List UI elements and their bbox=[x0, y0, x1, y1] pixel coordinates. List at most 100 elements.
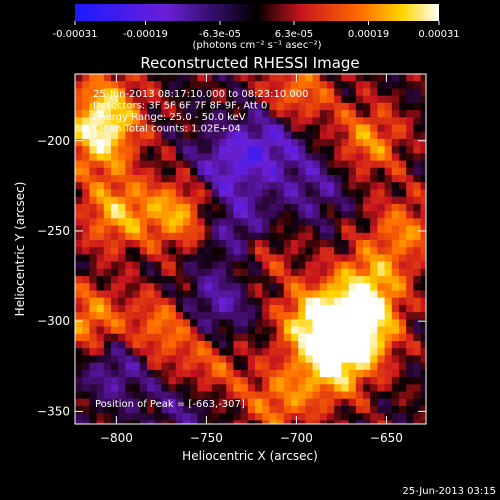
heatmap-cell bbox=[327, 413, 335, 421]
heatmap-cell bbox=[233, 254, 242, 263]
heatmap-cell bbox=[240, 319, 249, 328]
heatmap-cell bbox=[255, 341, 263, 349]
heatmap-cell bbox=[319, 138, 328, 147]
heatmap-cell bbox=[312, 218, 321, 227]
heatmap-cell bbox=[291, 254, 299, 263]
heatmap-cell bbox=[139, 413, 148, 421]
heatmap-cell bbox=[89, 131, 98, 140]
heatmap-cell bbox=[348, 110, 357, 118]
heatmap-cell bbox=[219, 304, 227, 313]
heatmap-cell bbox=[197, 247, 206, 256]
heatmap-cell bbox=[161, 391, 170, 400]
heatmap-cell bbox=[348, 232, 357, 241]
heatmap-cell bbox=[262, 254, 270, 263]
heatmap-cell bbox=[132, 110, 141, 118]
heatmap-cell bbox=[125, 138, 134, 147]
heatmap-cell bbox=[363, 398, 371, 407]
heatmap-cell bbox=[413, 124, 422, 133]
heatmap-cell bbox=[175, 88, 184, 97]
heatmap-cell bbox=[298, 232, 306, 241]
heatmap-cell bbox=[276, 261, 285, 270]
heatmap-cell bbox=[384, 218, 393, 227]
heatmap-cell bbox=[319, 333, 328, 342]
heatmap-cell bbox=[391, 117, 400, 126]
heatmap-cell bbox=[132, 297, 141, 306]
heatmap-cell bbox=[147, 124, 155, 133]
heatmap-cell bbox=[262, 124, 270, 133]
heatmap-cell bbox=[341, 355, 350, 364]
heatmap-cell bbox=[161, 117, 170, 126]
heatmap bbox=[75, 74, 426, 424]
heatmap-cell bbox=[168, 225, 177, 234]
heatmap-cell bbox=[89, 167, 98, 176]
heatmap-cell bbox=[269, 261, 278, 270]
heatmap-cell bbox=[384, 146, 393, 154]
heatmap-cell bbox=[319, 398, 328, 407]
heatmap-cell bbox=[226, 362, 234, 371]
heatmap-cell bbox=[406, 405, 414, 414]
heatmap-cell bbox=[247, 218, 256, 227]
heatmap-cell bbox=[298, 189, 306, 198]
heatmap-cell bbox=[255, 254, 263, 263]
heatmap-cell bbox=[406, 326, 414, 335]
heatmap-cell bbox=[420, 167, 426, 176]
heatmap-cell bbox=[363, 182, 371, 191]
heatmap-cell bbox=[276, 304, 285, 313]
heatmap-cell bbox=[327, 203, 335, 212]
heatmap-cell bbox=[327, 283, 335, 292]
heatmap-cell bbox=[262, 196, 270, 205]
heatmap-cell bbox=[211, 276, 220, 284]
heatmap-cell bbox=[247, 420, 256, 424]
heatmap-cell bbox=[334, 312, 342, 320]
heatmap-cell bbox=[118, 341, 126, 349]
heatmap-cell bbox=[348, 81, 357, 90]
heatmap-cell bbox=[348, 326, 357, 335]
heatmap-cell bbox=[370, 74, 378, 82]
heatmap-cell bbox=[103, 254, 112, 263]
heatmap-cell bbox=[89, 175, 98, 183]
heatmap-cell bbox=[312, 167, 321, 176]
heatmap-cell bbox=[363, 203, 371, 212]
heatmap-cell bbox=[363, 110, 371, 118]
heatmap-cell bbox=[420, 268, 426, 277]
heatmap-cell bbox=[348, 189, 357, 198]
heatmap-cell bbox=[233, 268, 242, 277]
heatmap-cell bbox=[154, 398, 162, 407]
heatmap-cell bbox=[89, 146, 98, 154]
heatmap-cell bbox=[319, 167, 328, 176]
heatmap-cell bbox=[168, 74, 177, 82]
heatmap-cell bbox=[298, 110, 306, 118]
heatmap-cell bbox=[175, 312, 184, 320]
heatmap-cell bbox=[190, 377, 198, 385]
heatmap-cell bbox=[75, 333, 83, 342]
heatmap-cell bbox=[161, 146, 170, 154]
heatmap-cell bbox=[96, 182, 105, 191]
heatmap-cell bbox=[262, 348, 270, 357]
heatmap-cell bbox=[255, 203, 263, 212]
heatmap-cell bbox=[363, 211, 371, 219]
heatmap-cell bbox=[341, 218, 350, 227]
heatmap-cell bbox=[370, 182, 378, 191]
heatmap-cell bbox=[190, 117, 198, 126]
heatmap-cell bbox=[168, 290, 177, 299]
heatmap-cell bbox=[204, 405, 213, 414]
heatmap-cell bbox=[399, 333, 407, 342]
heatmap-cell bbox=[262, 413, 270, 421]
heatmap-cell bbox=[298, 405, 306, 414]
heatmap-cell bbox=[154, 218, 162, 227]
heatmap-cell bbox=[298, 225, 306, 234]
heatmap-cell bbox=[139, 131, 148, 140]
heatmap-cell bbox=[183, 218, 191, 227]
heatmap-cell bbox=[132, 398, 141, 407]
heatmap-cell bbox=[89, 420, 98, 424]
heatmap-cell bbox=[132, 131, 141, 140]
heatmap-cell bbox=[168, 391, 177, 400]
heatmap-cell bbox=[377, 138, 386, 147]
heatmap-cell bbox=[399, 290, 407, 299]
heatmap-cell bbox=[312, 153, 321, 162]
heatmap-cell bbox=[125, 276, 134, 284]
heatmap-cell bbox=[276, 290, 285, 299]
heatmap-cell bbox=[219, 413, 227, 421]
heatmap-cell bbox=[211, 110, 220, 118]
heatmap-cell bbox=[197, 131, 206, 140]
